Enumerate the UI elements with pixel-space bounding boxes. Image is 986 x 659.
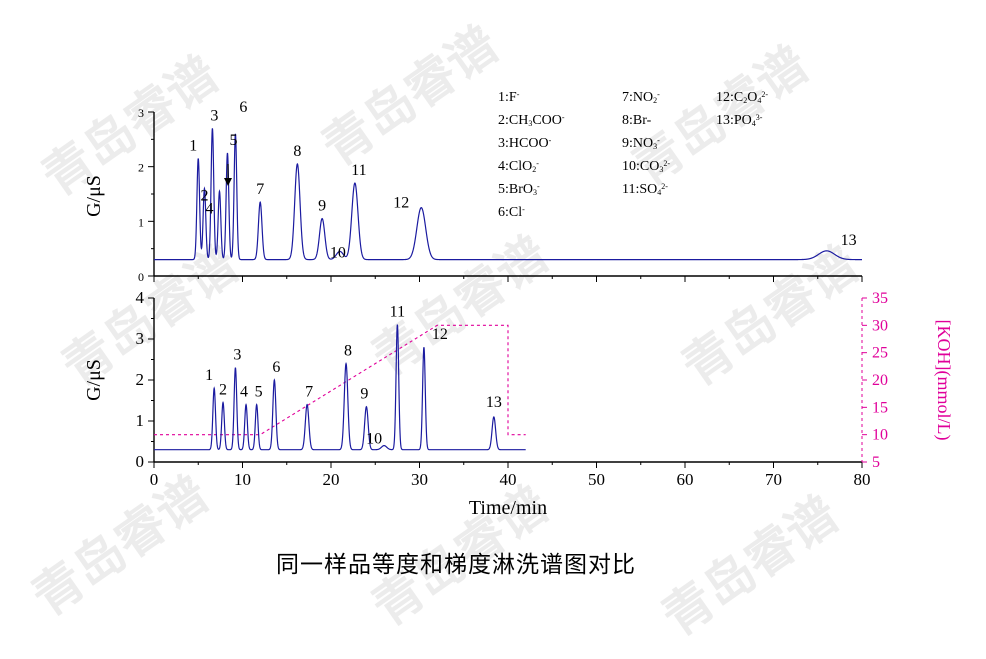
y-tick-label: 1 <box>138 215 144 229</box>
figure-caption: 同一样品等度和梯度淋洗谱图对比 <box>276 552 636 578</box>
peak-label: 5 <box>255 384 263 401</box>
legend-entry: 4:ClO2- <box>498 159 539 174</box>
x-tick-label: 30 <box>411 470 428 489</box>
y-tick-label: 0 <box>136 452 145 471</box>
peak-label: 11 <box>351 162 366 179</box>
ion-legend: 1:F- 2:CH3COO- 3:HCOO- 4:ClO2- 5:BrO3- 6:Cl- 7… <box>498 90 768 220</box>
peak-label: 1 <box>189 137 197 154</box>
peak-label: 7 <box>305 384 313 401</box>
top-y-axis-title: G/μS <box>83 175 105 217</box>
x-tick-label: 20 <box>323 470 340 489</box>
y-tick-label: 0 <box>138 270 144 284</box>
peak-label: 7 <box>256 181 264 198</box>
bottom-y-axis-title: G/μS <box>83 359 105 401</box>
legend-entry: 5:BrO3- <box>498 182 540 197</box>
secondary-y-tick-label: 10 <box>872 427 888 444</box>
watermark-text: 青岛睿谱 <box>52 235 249 397</box>
legend-entry: 7:NO2- <box>622 90 660 105</box>
x-tick-label: 70 <box>765 470 782 489</box>
x-tick-label: 0 <box>150 470 159 489</box>
legend-entry: 8:Br- <box>622 113 652 128</box>
legend-entry: 6:Cl- <box>498 205 525 220</box>
peak-label: 2 <box>200 188 208 205</box>
y-tick-label: 4 <box>136 288 145 307</box>
legend-entry: 2:CH3COO- <box>498 113 565 128</box>
peak-label: 10 <box>330 244 346 261</box>
top-chromatogram-trace <box>154 128 862 261</box>
legend-entry: 9:NO3- <box>622 136 660 151</box>
peak-label: 6 <box>272 359 280 376</box>
peak-label: 9 <box>318 198 326 215</box>
peak-label: 13 <box>841 232 857 249</box>
peak-label: 4 <box>205 200 213 217</box>
x-axis-title: Time/min <box>469 497 547 519</box>
peak-label: 12 <box>393 195 409 212</box>
watermark-text: 青岛睿谱 <box>312 15 509 177</box>
peak-label: 12 <box>432 326 448 343</box>
peak-label: 8 <box>344 343 352 360</box>
x-tick-label: 10 <box>234 470 251 489</box>
legend-entry: 3:HCOO- <box>498 136 552 151</box>
secondary-y-tick-label: 15 <box>872 399 888 416</box>
x-tick-label: 60 <box>677 470 694 489</box>
koh-gradient-profile <box>154 324 526 436</box>
secondary-y-tick-label: 30 <box>872 317 888 334</box>
peak-label: 10 <box>366 431 382 448</box>
y-tick-label: 2 <box>138 161 144 175</box>
peak-label: 8 <box>293 143 301 160</box>
peak-label: 13 <box>486 394 502 411</box>
legend-entry: 10:CO32- <box>622 159 670 174</box>
secondary-y-tick-label: 35 <box>872 290 888 307</box>
peak-label: 4 <box>240 384 248 401</box>
y-tick-label: 3 <box>138 106 144 120</box>
legend-entry: 1:F- <box>498 90 520 105</box>
peak-4-arrow <box>224 164 232 186</box>
peak-label: 3 <box>233 347 241 364</box>
peak-label: 2 <box>219 382 227 399</box>
peak-label: 3 <box>210 107 218 124</box>
y-tick-label: 3 <box>136 329 145 348</box>
secondary-y-tick-label: 20 <box>872 372 888 389</box>
peak-label: 5 <box>229 132 237 149</box>
x-tick-label: 50 <box>588 470 605 489</box>
bottom-x-ticks: 0 10 20 30 40 50 60 70 80 <box>150 462 871 489</box>
top-y-ticks: 0 1 2 3 <box>138 106 154 284</box>
bottom-chromatogram-trace <box>154 324 526 451</box>
peak-label: 11 <box>390 304 405 321</box>
legend-entry: 13:PO43- <box>716 113 763 128</box>
x-tick-label: 80 <box>854 470 871 489</box>
top-x-ticks <box>153 276 863 282</box>
watermark-text: 青岛睿谱 <box>652 485 849 647</box>
secondary-y-axis-title: [KOH](mmol/L) <box>933 320 954 441</box>
secondary-y-ticks: 5 10 15 20 25 30 35 <box>862 290 888 471</box>
watermark-text: 青岛睿谱 <box>22 465 219 627</box>
secondary-y-tick-label: 5 <box>872 454 880 471</box>
peak-label: 6 <box>239 99 247 116</box>
legend-entry: 11:SO42- <box>622 182 668 197</box>
secondary-y-tick-label: 25 <box>872 345 888 362</box>
legend-entry: 12:C2O42- <box>716 90 768 105</box>
y-tick-label: 1 <box>136 411 145 430</box>
peak-label: 9 <box>360 386 368 403</box>
peak-label: 1 <box>205 367 213 384</box>
bottom-y-ticks: 0 1 2 3 4 <box>136 288 154 471</box>
y-tick-label: 2 <box>136 370 145 389</box>
x-tick-label: 40 <box>500 470 517 489</box>
